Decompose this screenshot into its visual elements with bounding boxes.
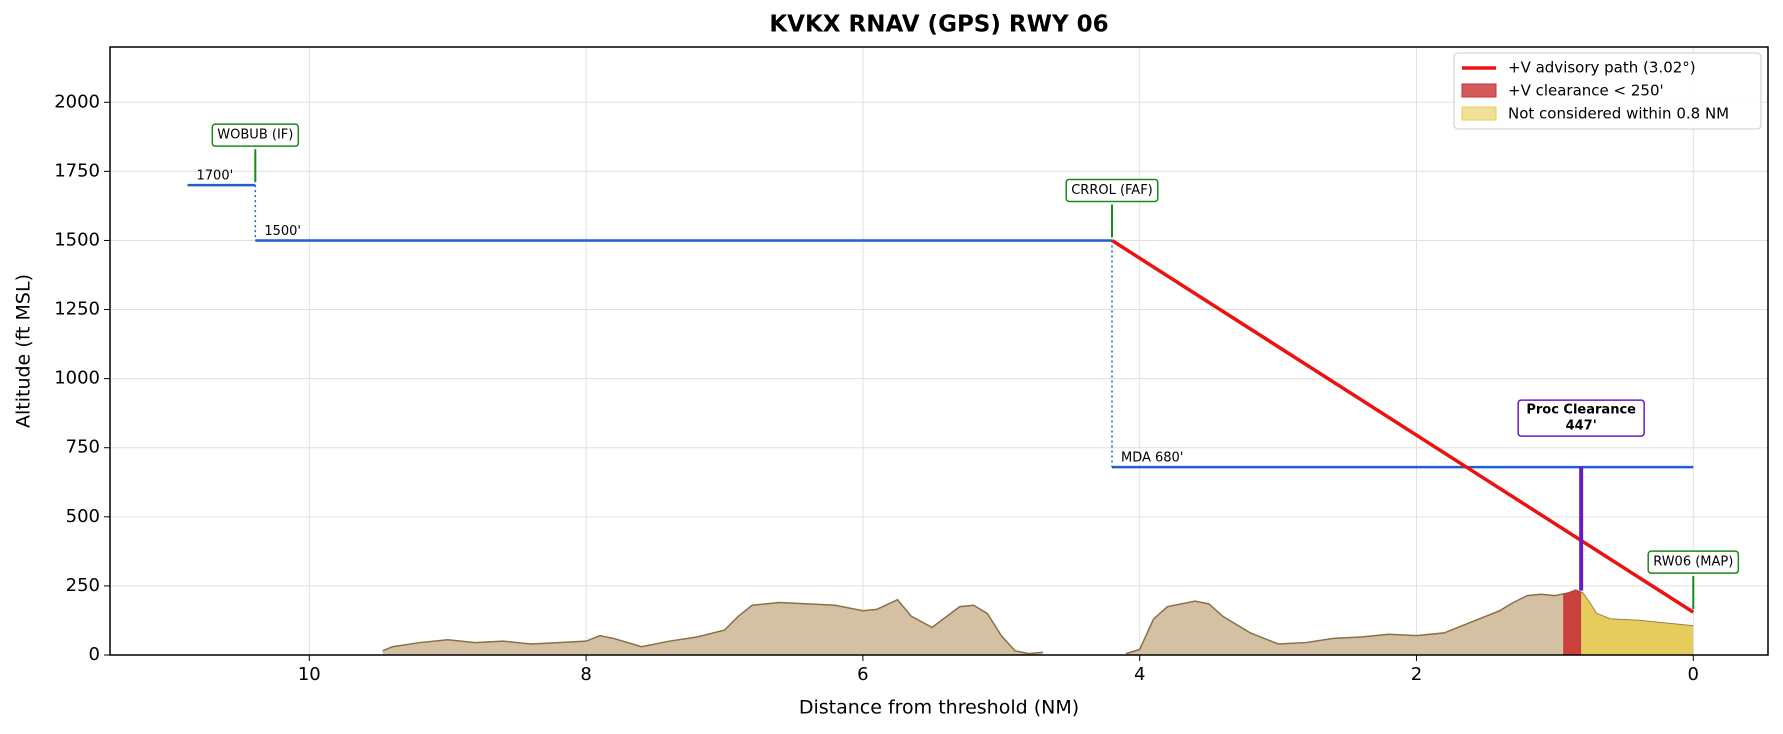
clearance-box xyxy=(1517,399,1645,437)
legend-swatch xyxy=(1461,106,1497,121)
legend-label: +V clearance < 250' xyxy=(1508,82,1664,100)
clearance-value: 447' xyxy=(1566,419,1597,434)
glide-path xyxy=(1111,238,1695,614)
x-tick-label: 6 xyxy=(857,664,868,685)
y-tick-label: 0 xyxy=(89,644,100,665)
x-tick-label: 8 xyxy=(580,664,591,685)
fix-label: CRROL (FAF) xyxy=(1071,183,1153,198)
clearance-title: Proc Clearance xyxy=(1526,403,1636,418)
fix-label: WOBUB (IF) xyxy=(217,128,293,143)
region xyxy=(1563,590,1582,655)
y-tick-label: 1250 xyxy=(54,299,100,320)
chart-title: KVKX RNAV (GPS) RWY 06 xyxy=(769,12,1108,38)
y-tick-label: 2000 xyxy=(54,91,100,112)
legend-swatch xyxy=(1461,83,1497,98)
legend-label: +V advisory path (3.02°) xyxy=(1508,59,1696,77)
segment-label: 1500' xyxy=(264,224,301,239)
x-tick-label: 2 xyxy=(1411,664,1422,685)
x-tick-label: 10 xyxy=(298,664,321,685)
x-axis-label: Distance from threshold (NM) xyxy=(799,697,1079,719)
y-tick-label: 500 xyxy=(66,506,100,527)
terrain-area xyxy=(382,599,1043,655)
y-tick-label: 1000 xyxy=(54,368,100,389)
fix-box xyxy=(1647,550,1740,574)
x-tick-label: 0 xyxy=(1688,664,1699,685)
segment-label: MDA 680' xyxy=(1121,451,1183,466)
plot-frame xyxy=(109,46,1769,656)
y-tick-label: 750 xyxy=(66,437,100,458)
y-axis-label: Altitude (ft MSL) xyxy=(13,274,35,428)
terrain-area xyxy=(1125,590,1694,655)
y-tick-label: 1500 xyxy=(54,229,100,250)
y-tick-label: 250 xyxy=(66,575,100,596)
legend-box xyxy=(1453,52,1762,130)
fix-label: RW06 (MAP) xyxy=(1653,555,1733,570)
fix-box xyxy=(211,123,300,147)
terrain-edge xyxy=(382,598,1043,655)
segment-label: 1700' xyxy=(197,169,234,184)
x-tick-label: 4 xyxy=(1134,664,1145,685)
legend-label: Not considered within 0.8 NM xyxy=(1508,105,1729,123)
fix-box xyxy=(1065,178,1159,203)
y-tick-label: 1750 xyxy=(54,160,100,181)
